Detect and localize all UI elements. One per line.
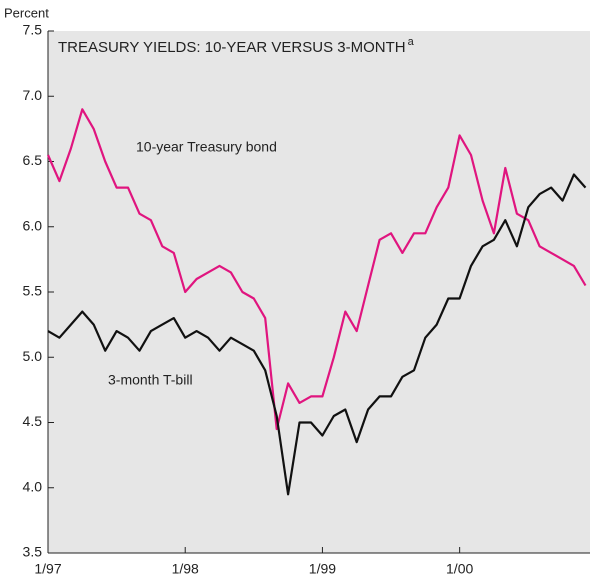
y-axis-label: Percent: [4, 5, 49, 20]
y-tick-label: 4.5: [23, 413, 43, 429]
y-tick-label: 6.0: [23, 217, 43, 233]
plot-area: [48, 31, 590, 553]
title-footnote: a: [408, 36, 415, 48]
series-line: [47, 173, 587, 496]
chart-title: TREASURY YIELDS: 10-YEAR VERSUS 3-MONTH: [58, 39, 406, 56]
x-tick-label: 1/99: [309, 561, 336, 577]
y-tick-label: 7.5: [23, 22, 43, 38]
x-tick-label: 1/97: [34, 561, 61, 577]
y-tick-label: 3.5: [23, 544, 43, 560]
y-tick-label: 5.5: [23, 283, 43, 299]
series-label: 10-year Treasury bond: [136, 139, 277, 155]
y-tick-label: 5.0: [23, 348, 43, 364]
series-label: 3-month T-bill: [108, 372, 193, 388]
y-tick-label: 6.5: [23, 152, 43, 168]
y-tick-label: 7.0: [23, 87, 43, 103]
x-tick-label: 1/00: [446, 561, 473, 577]
y-tick-label: 4.0: [23, 478, 43, 494]
series-line: [46, 108, 587, 431]
x-tick-label: 1/98: [172, 561, 199, 577]
